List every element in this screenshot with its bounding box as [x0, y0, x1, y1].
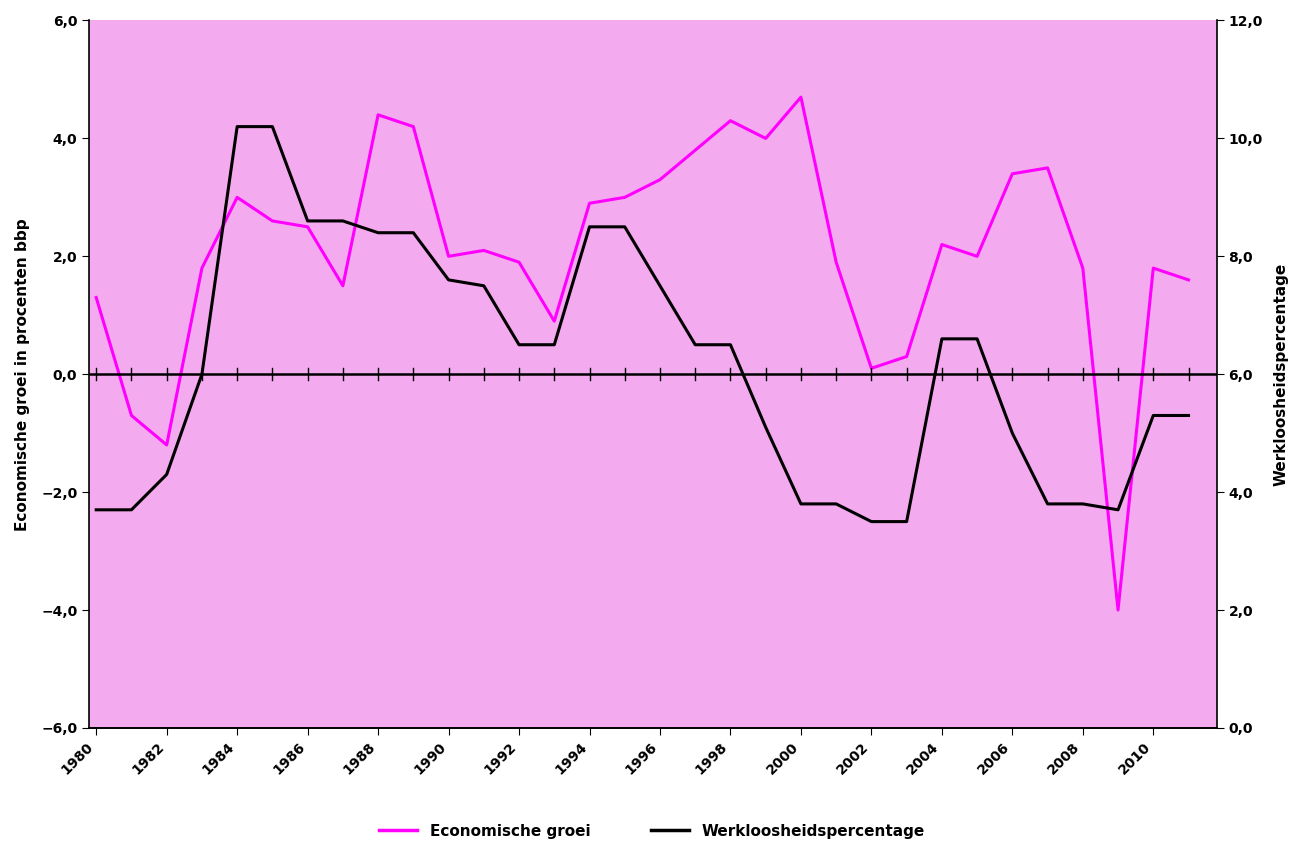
Economische groei [687, 145, 703, 155]
Economische groei [1145, 263, 1161, 273]
Economische groei [476, 245, 492, 256]
Werkloosheidspercentage [124, 505, 140, 515]
Economische groei [300, 221, 316, 232]
Werkloosheidspercentage [652, 281, 668, 291]
Economische groei [511, 257, 527, 268]
Economische groei [863, 363, 879, 374]
Economische groei [406, 121, 421, 132]
Line: Economische groei: Economische groei [96, 97, 1188, 610]
Economische groei [194, 263, 210, 273]
Economische groei [335, 281, 351, 291]
Y-axis label: Werkloosheidspercentage: Werkloosheidspercentage [1274, 263, 1288, 486]
Werkloosheidspercentage [265, 121, 280, 132]
Werkloosheidspercentage [722, 339, 738, 350]
Werkloosheidspercentage [230, 121, 245, 132]
Werkloosheidspercentage [370, 227, 386, 238]
Werkloosheidspercentage [828, 499, 844, 509]
Economische groei [617, 192, 632, 202]
Economische groei [1074, 263, 1090, 273]
Economische groei [159, 440, 175, 450]
Economische groei [582, 198, 597, 208]
Economische groei [652, 175, 668, 185]
Werkloosheidspercentage [441, 275, 456, 285]
Werkloosheidspercentage [300, 216, 316, 226]
Y-axis label: Economische groei in procenten bbp: Economische groei in procenten bbp [16, 218, 30, 530]
Economische groei [722, 115, 738, 126]
Werkloosheidspercentage [582, 221, 597, 232]
Werkloosheidspercentage [1180, 411, 1196, 421]
Economische groei [265, 216, 280, 226]
Economische groei [793, 92, 808, 102]
Werkloosheidspercentage [406, 227, 421, 238]
Werkloosheidspercentage [758, 422, 773, 432]
Werkloosheidspercentage [1110, 505, 1125, 515]
Legend: Economische groei, Werkloosheidspercentage: Economische groei, Werkloosheidspercenta… [373, 818, 931, 845]
Werkloosheidspercentage [476, 281, 492, 291]
Werkloosheidspercentage [1039, 499, 1055, 509]
Line: Werkloosheidspercentage: Werkloosheidspercentage [96, 127, 1188, 522]
Werkloosheidspercentage [194, 369, 210, 380]
Werkloosheidspercentage [159, 469, 175, 480]
Economische groei [1004, 169, 1020, 179]
Werkloosheidspercentage [335, 216, 351, 226]
Economische groei [758, 133, 773, 144]
Werkloosheidspercentage [934, 334, 949, 344]
Werkloosheidspercentage [863, 517, 879, 527]
Economische groei [370, 109, 386, 120]
Werkloosheidspercentage [617, 221, 632, 232]
Economische groei [124, 411, 140, 421]
Werkloosheidspercentage [511, 339, 527, 350]
Economische groei [898, 351, 914, 362]
Economische groei [969, 251, 985, 262]
Werkloosheidspercentage [969, 334, 985, 344]
Werkloosheidspercentage [687, 339, 703, 350]
Werkloosheidspercentage [89, 505, 104, 515]
Economische groei [1180, 275, 1196, 285]
Werkloosheidspercentage [793, 499, 808, 509]
Economische groei [934, 239, 949, 250]
Werkloosheidspercentage [1004, 428, 1020, 438]
Economische groei [230, 192, 245, 202]
Economische groei [89, 293, 104, 303]
Economische groei [828, 257, 844, 268]
Economische groei [1110, 605, 1125, 616]
Werkloosheidspercentage [898, 517, 914, 527]
Werkloosheidspercentage [1074, 499, 1090, 509]
Economische groei [546, 316, 562, 326]
Economische groei [441, 251, 456, 262]
Werkloosheidspercentage [546, 339, 562, 350]
Economische groei [1039, 163, 1055, 173]
Werkloosheidspercentage [1145, 411, 1161, 421]
